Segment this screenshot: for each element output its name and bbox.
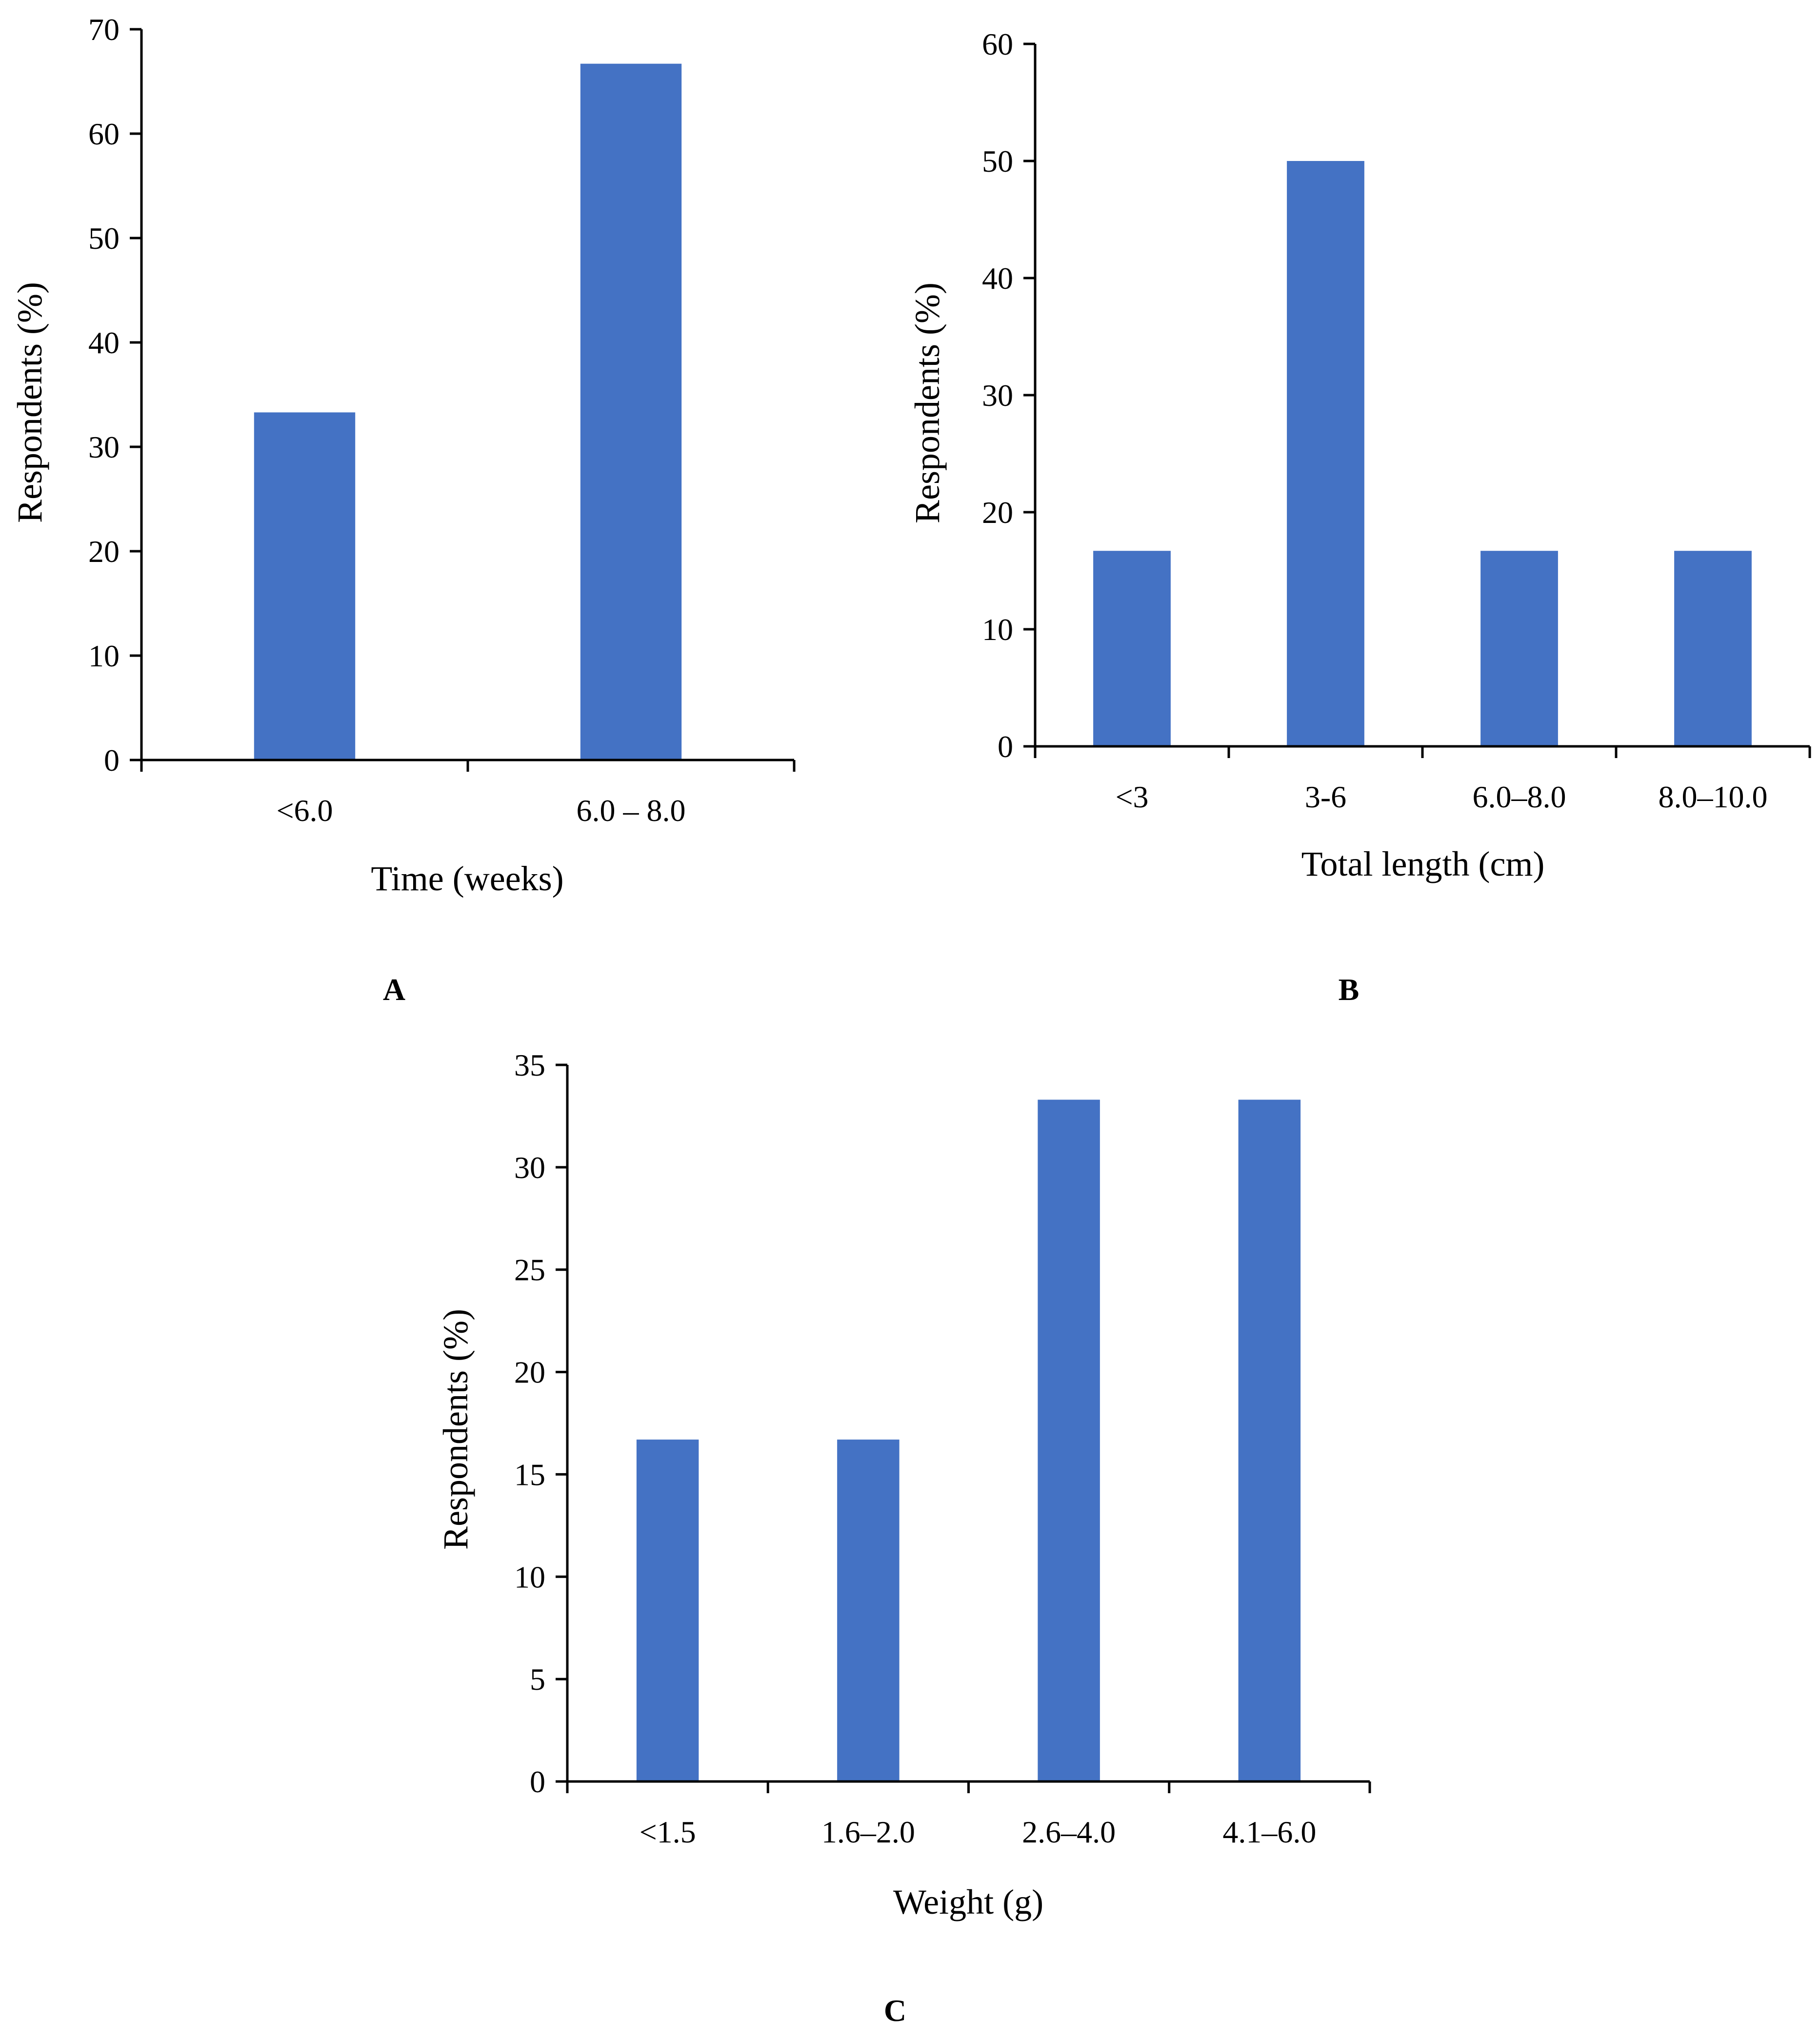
chart-c-category-label-3: 2.6–4.0 xyxy=(1022,1815,1116,1849)
chart-c-ylabel: Respondents (%) xyxy=(436,1309,475,1550)
chart-a-category-label-1: <6.0 xyxy=(276,793,333,828)
chart-b-xlabel: Total length (cm) xyxy=(1301,844,1545,883)
chart-b-ytick-label: 40 xyxy=(982,261,1013,296)
chart-b-panel-label: B xyxy=(1339,972,1360,1007)
chart-c-category-label-2: 1.6–2.0 xyxy=(821,1815,915,1849)
chart-b-category-label-2: 3-6 xyxy=(1305,780,1346,814)
chart-a-ytick-label: 40 xyxy=(88,325,120,360)
chart-b-category-label-1: <3 xyxy=(1115,780,1148,814)
chart-b-ytick-label: 0 xyxy=(998,729,1013,764)
chart-a-bar-2 xyxy=(580,63,682,760)
chart-c-ytick-label: 10 xyxy=(514,1560,545,1594)
chart-b-ytick-label: 30 xyxy=(982,378,1013,413)
chart-a-ytick-label: 0 xyxy=(104,743,120,778)
chart-c-category-label-4: 4.1–6.0 xyxy=(1222,1815,1316,1849)
chart-a-panel-label: A xyxy=(383,972,405,1007)
chart-a-ytick-label: 50 xyxy=(88,221,120,256)
chart-c-bar-1 xyxy=(636,1440,699,1781)
chart-a-bar-1 xyxy=(254,412,356,760)
chart-b-bar-3 xyxy=(1480,551,1558,746)
chart-c-ytick-label: 25 xyxy=(514,1253,545,1287)
chart-b-ytick-label: 50 xyxy=(982,144,1013,179)
chart-c: Respondents (%) Weight (g) C 0 5 10 15 20 25 3… xyxy=(436,1048,1371,2028)
chart-b-ytick-label: 10 xyxy=(982,612,1013,647)
chart-a-ytick-label: 20 xyxy=(88,534,120,569)
chart-b-ylabel: Respondents (%) xyxy=(908,282,947,523)
chart-c-ytick-label: 0 xyxy=(530,1764,545,1799)
chart-c-xlabel: Weight (g) xyxy=(893,1882,1043,1921)
chart-a-ytick-label: 30 xyxy=(88,430,120,464)
chart-c-ytick-label: 35 xyxy=(514,1048,545,1082)
chart-a-ytick-label: 10 xyxy=(88,639,120,673)
chart-c-panel-label: C xyxy=(884,1993,906,2028)
chart-b-category-label-3: 6.0–8.0 xyxy=(1473,780,1566,814)
chart-b-ytick-label: 20 xyxy=(982,495,1013,530)
chart-a-ylabel: Respondents (%) xyxy=(10,282,49,523)
chart-c-bar-3 xyxy=(1038,1100,1100,1781)
chart-c-ytick-label: 20 xyxy=(514,1355,545,1390)
chart-b: Respondents (%) Total length (cm) B 0 10 2… xyxy=(908,27,1811,1007)
chart-c-category-label-1: <1.5 xyxy=(640,1815,696,1849)
chart-b-bar-4 xyxy=(1674,551,1752,746)
chart-c-bar-2 xyxy=(837,1440,900,1781)
chart-a-ytick-label: 60 xyxy=(88,117,120,151)
chart-b-bar-2 xyxy=(1287,161,1364,746)
chart-b-bar-1 xyxy=(1093,551,1171,746)
chart-c-ytick-label: 5 xyxy=(530,1662,545,1697)
chart-a-category-label-2: 6.0 – 8.0 xyxy=(577,793,686,828)
chart-c-ytick-label: 15 xyxy=(514,1457,545,1492)
chart-b-category-label-4: 8.0–10.0 xyxy=(1659,780,1768,814)
chart-a-xlabel: Time (weeks) xyxy=(371,859,563,898)
chart-c-ytick-label: 30 xyxy=(514,1150,545,1185)
chart-a-ytick-label: 70 xyxy=(88,12,120,47)
chart-c-bar-4 xyxy=(1238,1100,1301,1781)
chart-b-ytick-label: 60 xyxy=(982,27,1013,61)
chart-a: Respondents (%) Time (weeks) A 0 10 20 30 40… xyxy=(10,12,796,1007)
